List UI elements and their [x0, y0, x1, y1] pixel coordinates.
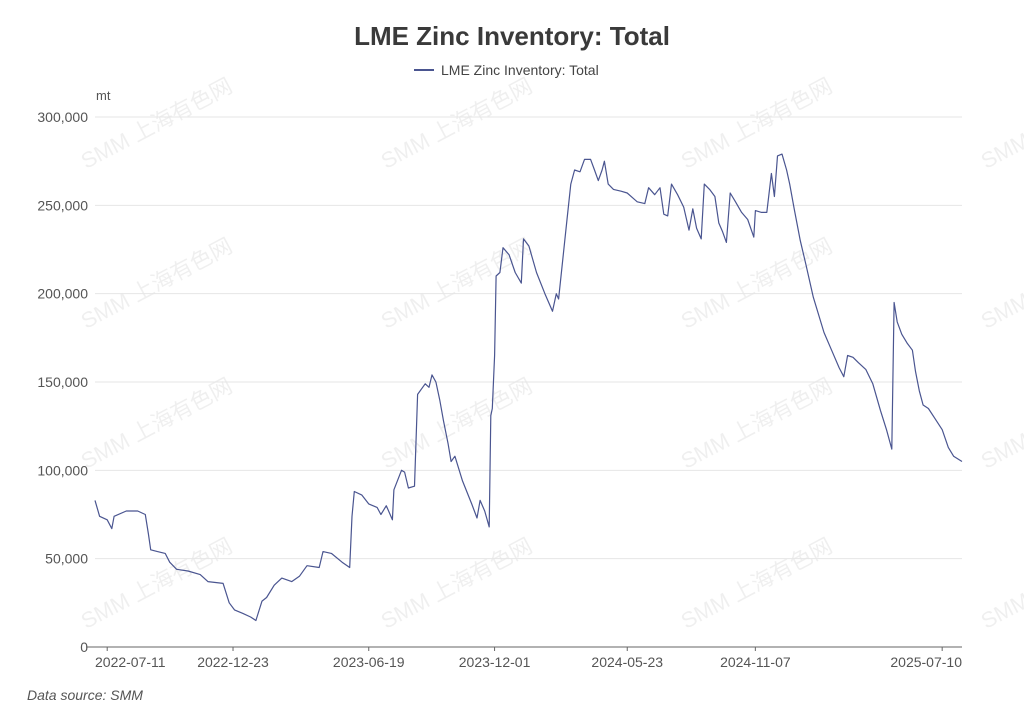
x-tick-label: 2022-07-11	[95, 654, 166, 670]
data-source-note: Data source: SMM	[27, 687, 143, 703]
x-tick-label: 2022-12-23	[197, 654, 269, 670]
gridlines	[95, 116, 962, 560]
y-tick-label: 0	[80, 639, 88, 655]
chart-title: LME Zinc Inventory: Total	[354, 21, 670, 51]
watermark-text: SMM 上海有色网	[677, 533, 837, 634]
watermark-layer: SMM 上海有色网 SMM 上海有色网 SMM 上海有色网 SMM 上海有色网 SMM …	[77, 73, 1024, 634]
watermark-text: SMM 上海有色网	[77, 233, 237, 334]
x-axis-ticks: 2022-07-11 2022-12-23 2023-06-19 2023-12-01…	[95, 647, 962, 670]
x-tick-label: 2023-12-01	[459, 654, 531, 670]
watermark-text: SMM 上海有色网	[77, 533, 237, 634]
y-tick-label: 50,000	[45, 551, 88, 567]
watermark-text: SMM 上海有色网	[677, 233, 837, 334]
y-tick-label: 250,000	[37, 197, 88, 213]
x-tick-label: 2023-06-19	[333, 654, 405, 670]
y-tick-label: 150,000	[37, 374, 88, 390]
y-tick-label: 100,000	[37, 462, 88, 478]
watermark-text: SMM 上海有色网	[977, 533, 1024, 634]
watermark-text: SMM 上海有色网	[677, 73, 837, 174]
watermark-text: SMM 上海有色网	[377, 233, 537, 334]
y-tick-label: 300,000	[37, 109, 88, 125]
y-axis-ticks: 0 50,000 100,000 150,000 200,000 250,000 300,0…	[37, 109, 88, 655]
legend-label: LME Zinc Inventory: Total	[441, 62, 599, 78]
watermark-text: SMM 上海有色网	[977, 73, 1024, 174]
x-tick-label: 2024-05-23	[591, 654, 663, 670]
watermark-text: SMM 上海有色网	[77, 373, 237, 474]
x-tick-label: 2025-07-10	[890, 654, 962, 670]
series-line	[94, 153, 963, 622]
y-tick-label: 200,000	[37, 286, 88, 302]
watermark-text: SMM 上海有色网	[377, 73, 537, 174]
x-tick-label: 2024-11-07	[720, 654, 791, 670]
watermark-text: SMM 上海有色网	[377, 373, 537, 474]
watermark-text: SMM 上海有色网	[977, 233, 1024, 334]
watermark-text: SMM 上海有色网	[377, 533, 537, 634]
watermark-text: SMM 上海有色网	[977, 373, 1024, 474]
legend[interactable]: LME Zinc Inventory: Total	[414, 62, 599, 78]
watermark-text: SMM 上海有色网	[677, 373, 837, 474]
y-axis-unit: mt	[96, 88, 111, 103]
